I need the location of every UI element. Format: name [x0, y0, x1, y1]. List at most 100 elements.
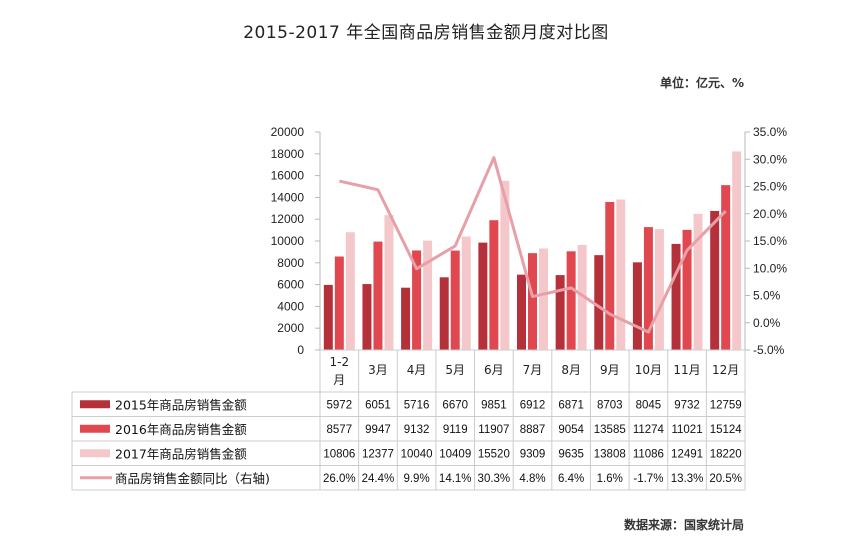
category-label: 4月 — [407, 363, 427, 377]
left-axis-tick-label: 2000 — [277, 321, 304, 335]
right-axis-tick-label: 25.0% — [753, 180, 787, 194]
unit-label: 单位：亿元、% — [659, 76, 744, 90]
bar-2017-10 — [732, 151, 742, 350]
bar-2015-10 — [710, 210, 720, 350]
right-axis-tick-label: 15.0% — [753, 234, 787, 248]
bar-2015-0 — [323, 284, 333, 350]
table-cell: 9119 — [443, 424, 468, 436]
legend-key-2016 — [80, 424, 110, 433]
bar-2016-9 — [682, 229, 692, 350]
table-cell: 8045 — [636, 399, 662, 411]
table-cell: 20.5% — [709, 473, 742, 485]
legend-key-2015 — [80, 400, 110, 409]
bar-2015-1 — [362, 284, 372, 350]
category-label: 8月 — [561, 363, 581, 377]
bar-2017-2 — [423, 240, 433, 350]
table-cell: 9309 — [520, 448, 546, 460]
table-cell: 11907 — [478, 424, 509, 436]
bar-2015-5 — [517, 274, 526, 350]
table-cell: 15124 — [710, 424, 743, 436]
bar-2015-3 — [439, 277, 449, 350]
table-cell: 9851 — [481, 399, 507, 411]
table-cell: 10040 — [401, 448, 433, 460]
table-cell: 6051 — [365, 399, 391, 411]
category-label: 1-2 月 — [330, 355, 350, 387]
table-cell: 13808 — [594, 448, 626, 460]
table-cell: 9054 — [558, 424, 584, 436]
legend-row-label: 2017年商品房销售金额 — [115, 446, 247, 461]
bar-2017-7 — [616, 199, 626, 350]
bar-2017-0 — [345, 232, 355, 350]
bar-2015-7 — [594, 255, 604, 350]
bar-2017-6 — [577, 244, 587, 350]
table-cell: 18220 — [710, 448, 742, 460]
table-cell: 8703 — [597, 399, 623, 411]
bar-2016-3 — [450, 250, 460, 350]
table-cell: 11021 — [671, 424, 702, 436]
table-cell: 12377 — [362, 448, 394, 460]
bar-2016-6 — [566, 251, 576, 350]
category-label: 7月 — [523, 363, 543, 377]
bar-2017-4 — [500, 180, 510, 350]
table-cell: 6871 — [558, 399, 584, 411]
bar-2015-9 — [671, 243, 681, 350]
bar-2017-8 — [654, 229, 664, 350]
table-cell: 13.3% — [671, 473, 704, 485]
table-cell: 10409 — [439, 448, 471, 460]
bar-2016-0 — [334, 256, 344, 350]
table-cell: 4.8% — [519, 473, 545, 485]
right-axis-tick-label: 10.0% — [753, 261, 787, 275]
table-cell: 6912 — [520, 399, 546, 411]
table-cell: 9635 — [558, 448, 584, 460]
table-cell: 15520 — [478, 448, 510, 460]
table-cell: 12491 — [671, 448, 703, 460]
left-axis-tick-label: 10000 — [271, 234, 305, 248]
legend-row-label: 2015年商品房销售金额 — [115, 397, 247, 412]
table-cell: 9732 — [674, 399, 700, 411]
table-cell: 26.0% — [323, 473, 356, 485]
table-cell: 10806 — [323, 448, 355, 460]
table-cell: 6670 — [442, 399, 468, 411]
table-cell: 1.6% — [597, 473, 623, 485]
bar-2017-3 — [461, 236, 471, 350]
bar-2015-4 — [478, 242, 488, 350]
legend-row-label: 2016年商品房销售金额 — [115, 422, 247, 437]
yoy-line — [338, 156, 727, 334]
left-axis-tick-label: 16000 — [271, 169, 305, 183]
table-cell: 5716 — [404, 399, 430, 411]
right-axis-tick-label: 5.0% — [753, 289, 781, 303]
left-axis-tick-label: 4000 — [277, 299, 304, 313]
bar-2017-5 — [539, 248, 548, 350]
table-cell: 9947 — [365, 424, 391, 436]
left-axis-tick-label: 20000 — [271, 125, 305, 139]
table-cell: 9132 — [404, 424, 430, 436]
category-label: 10月 — [635, 363, 662, 377]
table-cell: 14.1% — [439, 473, 472, 485]
left-axis-tick-label: 14000 — [271, 190, 305, 204]
left-axis-tick-label: 6000 — [277, 278, 304, 292]
bar-2015-6 — [555, 275, 565, 350]
table-cell: 11086 — [633, 448, 664, 460]
chart-title: 2015-2017 年全国商品房销售金额月度对比图 — [243, 23, 609, 43]
right-axis-tick-label: 20.0% — [753, 207, 787, 221]
bar-2016-8 — [643, 227, 653, 350]
table-cell: 8887 — [520, 424, 546, 436]
category-label: 3月 — [368, 363, 388, 377]
left-axis-tick-label: 18000 — [271, 147, 305, 161]
table-cell: 13585 — [594, 424, 626, 436]
table-cell: 9.9% — [403, 473, 429, 485]
bar-2015-2 — [401, 287, 411, 350]
category-label: 6月 — [484, 363, 504, 377]
bar-2017-1 — [384, 215, 394, 350]
legend-row-label: 商品房销售金额同比（右轴) — [115, 471, 270, 486]
legend-key-2017 — [80, 449, 110, 458]
bar-2016-5 — [528, 253, 537, 350]
right-axis-tick-label: -5.0% — [753, 343, 785, 357]
bar-2015-8 — [632, 262, 642, 350]
bar-2016-4 — [489, 220, 499, 350]
bar-2016-1 — [373, 241, 383, 350]
right-axis-tick-label: 0.0% — [753, 316, 781, 330]
bar-2016-7 — [605, 201, 615, 350]
table-cell: 12759 — [710, 399, 742, 411]
